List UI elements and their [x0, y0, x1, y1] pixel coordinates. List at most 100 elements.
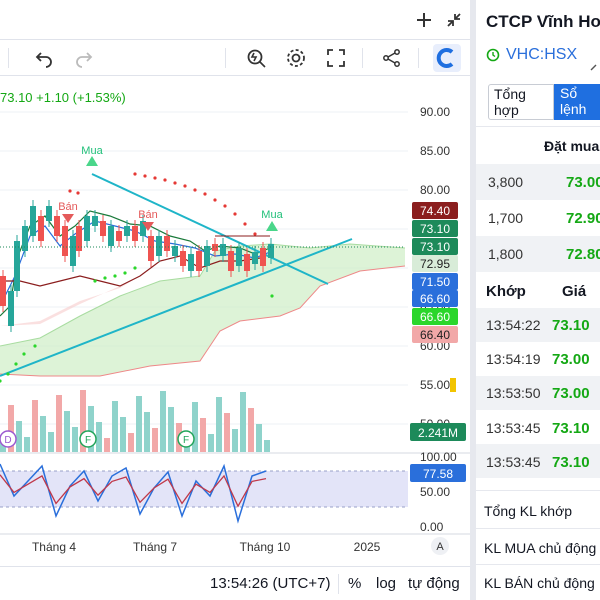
volume-bar [120, 417, 126, 452]
percent-toggle[interactable]: % [348, 575, 362, 592]
bid-price: 72.90 [566, 210, 600, 227]
sar-dot [6, 372, 10, 376]
volume-bar [104, 438, 110, 452]
sar-dot [103, 276, 107, 280]
brand-logo-icon[interactable] [433, 44, 461, 72]
candle-body [164, 236, 170, 251]
match-header-price: Giá [562, 283, 587, 300]
event-marker-dividend[interactable]: D [0, 430, 17, 448]
bid-row [476, 236, 600, 272]
quick-search-icon[interactable] [242, 44, 270, 72]
sar-dot [33, 344, 37, 348]
volume-bar [160, 391, 166, 452]
svg-text:Bán: Bán [58, 201, 78, 213]
match-time: 13:54:22 [486, 317, 541, 333]
candle-body [22, 226, 28, 251]
stat-buy-active: KL MUA chủ động [484, 540, 597, 556]
undo-icon[interactable] [30, 44, 58, 72]
bid-header: Đặt mua [544, 138, 600, 154]
candle-body [148, 236, 154, 261]
ticker-link[interactable]: VHC:HSX [506, 46, 578, 63]
volume-bar [232, 429, 238, 452]
osc-axis-label: 50.00 [420, 485, 450, 499]
candle-body [76, 226, 82, 251]
match-price: 73.00 [552, 385, 590, 402]
log-toggle[interactable]: log [376, 575, 397, 592]
sar-dot [133, 266, 137, 270]
volume-bar [64, 411, 70, 452]
volume-bar [88, 406, 94, 452]
sar-dot [93, 279, 97, 283]
svg-text:66.60: 66.60 [420, 310, 450, 324]
price-axis-label: 85.00 [420, 144, 450, 158]
volume-bar [240, 392, 246, 452]
svg-text:Mua: Mua [81, 145, 103, 157]
candle-body [108, 226, 114, 246]
price-tags: 74.40 73.10 73.10 72.95 71.50 66.60 66.60 66.40 [412, 202, 458, 343]
candle-body [92, 216, 98, 226]
candle-body [54, 216, 60, 236]
svg-text:71.50: 71.50 [420, 275, 450, 289]
share-icon[interactable] [378, 44, 406, 72]
volume-bar [8, 405, 14, 452]
bid-vol: 3,800 [488, 174, 524, 190]
candlestick-series [0, 200, 274, 332]
sar-dot [14, 362, 18, 366]
event-marker-financial-2[interactable]: F [177, 430, 195, 448]
volume-bar [168, 407, 174, 452]
add-icon[interactable] [410, 6, 438, 34]
sar-dot [173, 181, 177, 185]
match-row [476, 308, 600, 342]
volume-tag [410, 423, 466, 441]
candle-body [156, 236, 162, 256]
ichimoku-cloud-green [0, 244, 405, 376]
time-label-oct: Tháng 10 [240, 540, 291, 554]
fullscreen-icon[interactable] [322, 44, 350, 72]
match-time: 13:53:45 [486, 454, 541, 470]
volume-bar [248, 408, 254, 452]
panel-divider[interactable] [470, 0, 476, 600]
osc-tag [410, 464, 466, 482]
volume-bar [216, 397, 222, 452]
candle-body [132, 226, 138, 241]
redo-icon[interactable] [70, 44, 98, 72]
trendline-down[interactable] [91, 173, 329, 285]
volume-bar [16, 421, 22, 452]
volume-bar [192, 402, 198, 452]
price-tag: 73.10 [412, 220, 458, 237]
event-marker-financial-1[interactable]: F [79, 430, 97, 448]
svg-text:F: F [85, 435, 91, 446]
chart-canvas[interactable]: Mua Mua Bán Bán 73.10 +1.10 (+1.53%) 90.… [0, 76, 470, 566]
price-axis-label: 90.00 [420, 105, 450, 119]
candle-body [30, 206, 36, 236]
auto-scale-button[interactable]: A [431, 537, 449, 555]
settings-gear-icon[interactable] [282, 44, 310, 72]
auto-toggle[interactable]: tự động [408, 575, 460, 592]
tab-tong-hop[interactable]: Tổng hợp [488, 84, 554, 120]
volume-bar [144, 412, 150, 452]
candle-body [196, 251, 202, 271]
candle-body [46, 206, 52, 221]
tab-so-lenh[interactable]: Sổ lệnh [554, 84, 600, 120]
sar-dot [253, 232, 257, 236]
ticker-edit-icon[interactable] [590, 58, 598, 71]
volume-bar [32, 400, 38, 452]
sar-dot [123, 271, 127, 275]
time-axis[interactable]: Tháng 4 Tháng 7 Tháng 10 2025 [32, 540, 381, 554]
match-price: 73.10 [552, 454, 590, 471]
bid-row [476, 164, 600, 200]
candle-body [260, 248, 266, 266]
price-chart[interactable]: Mua Mua Bán Bán 73.10 +1.10 (+1.53%) 90.… [0, 76, 470, 566]
collapse-icon[interactable] [440, 6, 468, 34]
volume-bar [40, 416, 46, 452]
sar-dot [153, 176, 157, 180]
osc-axis[interactable]: 100.00 50.00 0.00 [420, 450, 457, 534]
trendline-up[interactable] [0, 238, 353, 377]
sar-red-dots [68, 172, 257, 236]
sar-dot [223, 204, 227, 208]
price-axis-label: 55.00 [420, 378, 450, 392]
order-book-panel: CTCP Vĩnh Ho VHC:HSX Tổng hợp Sổ lệnh Đặ… [476, 0, 600, 600]
candle-body [140, 221, 146, 236]
chart-window-bar [0, 0, 470, 40]
